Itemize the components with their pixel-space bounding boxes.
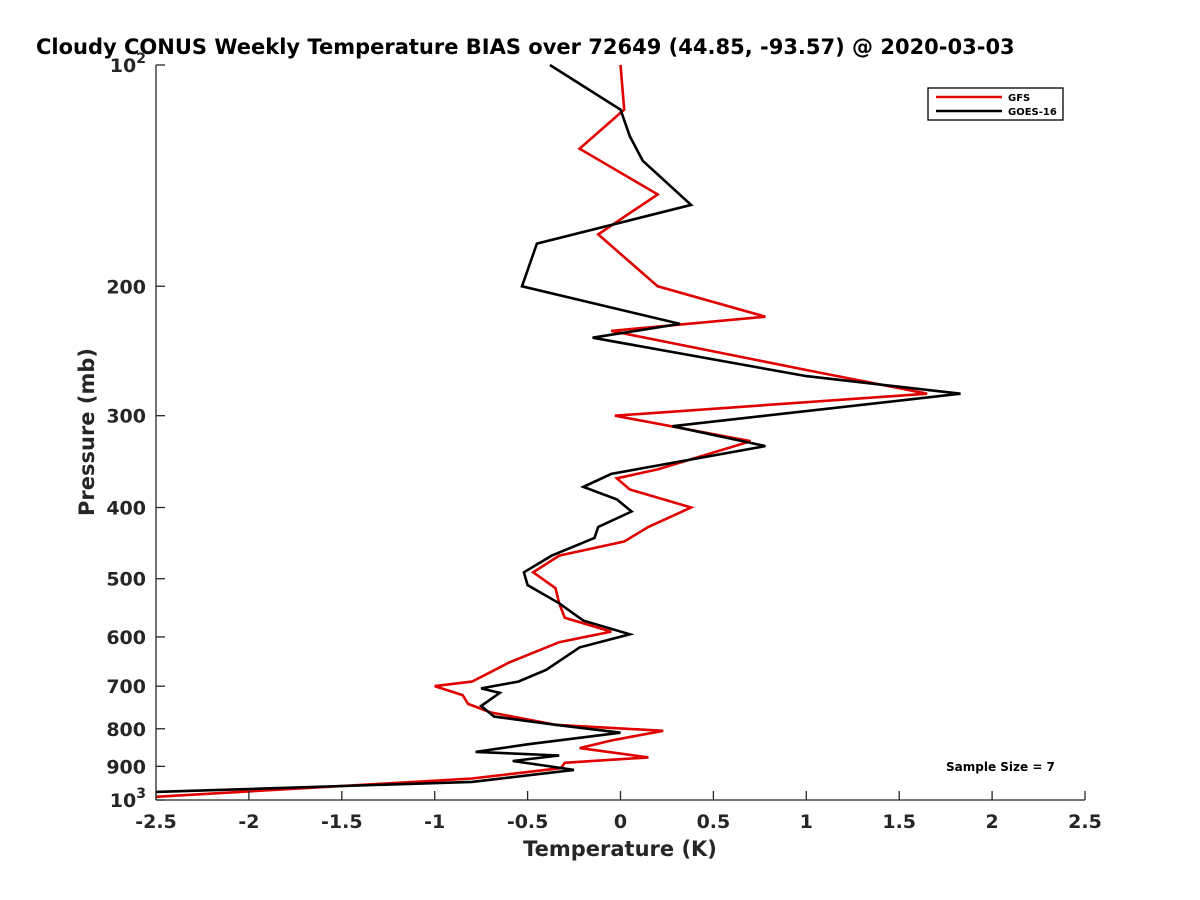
series-line-gfs xyxy=(155,64,928,799)
x-tick-label: 0 xyxy=(614,811,627,833)
y-tick-base: 10 xyxy=(110,790,136,812)
y-tick-label: 400 xyxy=(106,498,146,520)
x-tick-label: -2.5 xyxy=(135,811,177,833)
y-tick-label: 900 xyxy=(106,756,146,778)
series-line-goes-16 xyxy=(155,63,961,794)
x-tick-label: 0.5 xyxy=(697,811,731,833)
y-axis-label: Pressure (mb) xyxy=(75,348,99,516)
legend-label-gfs: GFS xyxy=(1008,93,1030,104)
x-tick-label: 2.5 xyxy=(1068,811,1102,833)
x-tick-label: -1.5 xyxy=(321,811,363,833)
x-tick-label: -2 xyxy=(238,811,259,833)
legend-box xyxy=(927,87,1064,121)
x-ticks: -2.5 -2 -1.5 -1 -0.5 0 0.5 1 1.5 2 2.5 xyxy=(135,791,1102,833)
y-tick-base: 10 xyxy=(110,55,136,77)
y-tick-label: 700 xyxy=(106,676,146,698)
chart-title: Cloudy CONUS Weekly Temperature BIAS ove… xyxy=(36,35,1015,59)
sample-size-annotation: Sample Size = 7 xyxy=(946,760,1055,774)
y-tick-label: 103 xyxy=(110,786,146,812)
x-tick-label: -0.5 xyxy=(507,811,549,833)
x-tick-label: 2 xyxy=(985,811,998,833)
plot-lines xyxy=(155,63,961,799)
x-tick-label: -1 xyxy=(424,811,445,833)
x-tick-label: 1.5 xyxy=(882,811,916,833)
y-tick-exponent: 2 xyxy=(136,51,146,67)
legend-label-goes16: GOES-16 xyxy=(1008,107,1057,118)
y-tick-label: 800 xyxy=(106,719,146,741)
y-tick-label: 200 xyxy=(106,276,146,298)
y-tick-label: 300 xyxy=(106,406,146,428)
y-tick-label: 500 xyxy=(106,569,146,591)
x-axis-label: Temperature (K) xyxy=(523,837,717,861)
x-tick-label: 1 xyxy=(800,811,813,833)
y-tick-label: 102 xyxy=(110,51,146,77)
legend: GFS GOES-16 xyxy=(927,87,1064,121)
y-tick-exponent: 3 xyxy=(136,786,146,802)
y-tick-label: 600 xyxy=(106,627,146,649)
